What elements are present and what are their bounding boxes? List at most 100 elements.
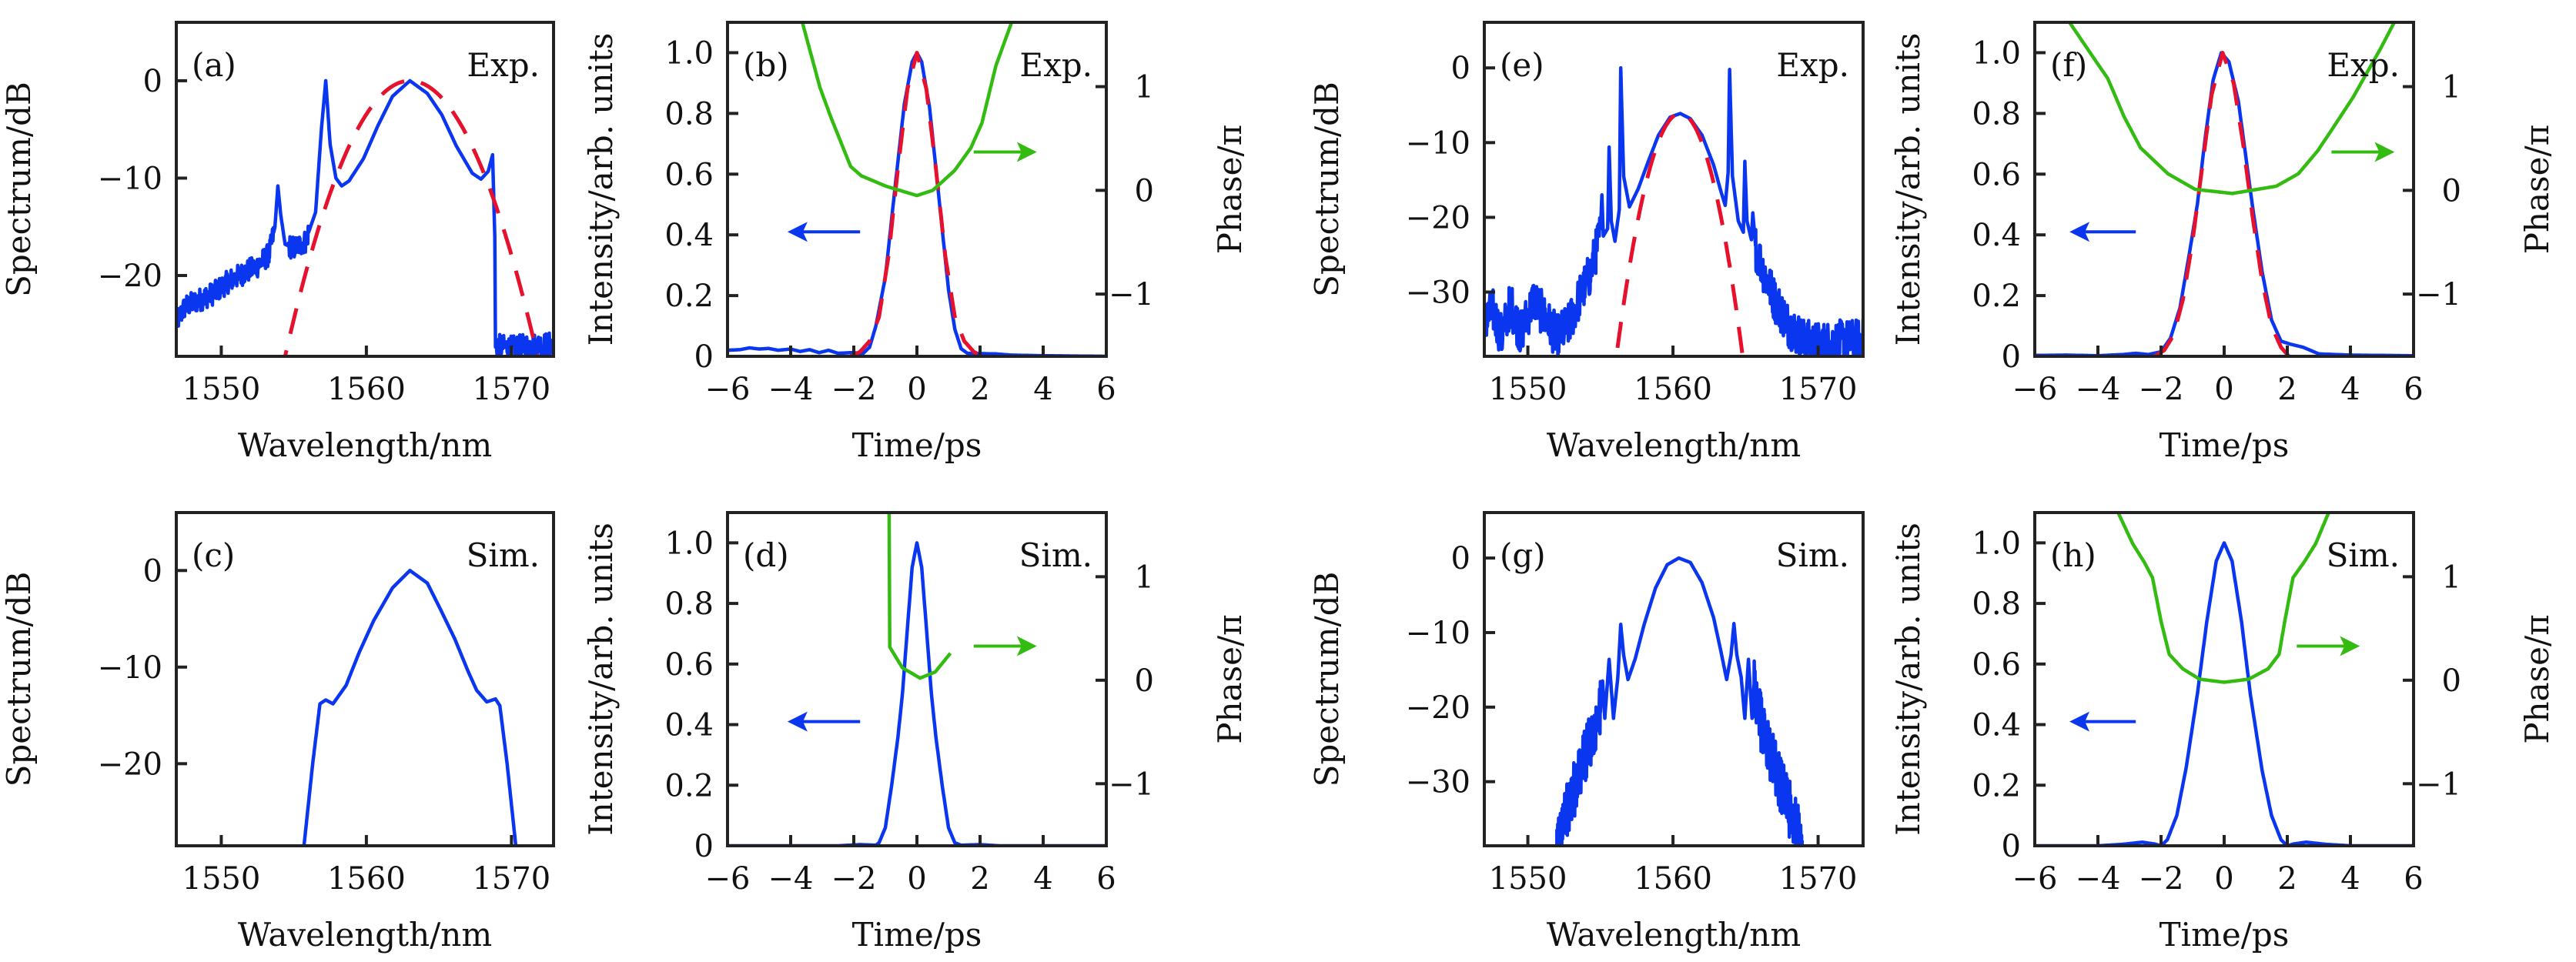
y-right-tick-label: 0 (1135, 173, 1154, 209)
y-tick-label: −20 (98, 747, 162, 782)
phase-curve (887, 513, 952, 680)
plot-area (728, 513, 1106, 846)
y-tick-label: 0.6 (1972, 157, 2021, 192)
phase-curve (801, 22, 1014, 198)
x-tick-label: −2 (831, 861, 877, 897)
x-tick-label: 4 (1033, 372, 1052, 407)
phase-curve (2068, 22, 2397, 195)
y-tick-label: −10 (1406, 125, 1470, 161)
data-source-label: Exp. (1776, 46, 1849, 84)
panel-g: 1550 1560 1570 0 −10 −20 −30 Wavelength/nm Spect… (1308, 511, 1865, 954)
x-tick-label: 2 (2277, 372, 2297, 407)
spectrum-curve (176, 78, 554, 356)
y-tick-label: −20 (98, 259, 162, 294)
fit-curve (2153, 51, 2291, 356)
left-axis-arrow (787, 222, 861, 242)
x-tick-label: 2 (970, 861, 989, 897)
right-axis-arrow (2297, 636, 2360, 656)
x-axis-title: Time/ps (852, 426, 982, 464)
y-tick-label: −10 (98, 161, 162, 196)
x-tick-label: −2 (2139, 372, 2184, 407)
x-tick-label: 1550 (182, 861, 261, 897)
x-tick-label: −4 (768, 861, 814, 897)
arrow-head (2340, 636, 2360, 656)
y-right-tick-label: −1 (1109, 767, 1154, 802)
x-tick-label: 6 (2404, 372, 2423, 407)
panel-a: 1550 1560 1570 0 −10 −20 Wavelength/nm Spectrum… (0, 21, 555, 464)
intensity-curve (2035, 51, 2414, 356)
x-tick-label: −4 (2076, 372, 2121, 407)
panel-d: −6 −4 −2 0 2 4 6 0 0.2 0.4 0.6 0.8 1.0 1 0 −1 Phase/π Tim… (582, 511, 1249, 954)
panel-tag: (e) (1500, 46, 1544, 84)
x-tick-label: −6 (705, 861, 751, 897)
y-tick-label: 0 (143, 553, 162, 589)
y-axis-title: Spectrum/dB (0, 82, 38, 297)
x-axis-title: Wavelength/nm (238, 916, 492, 954)
panel-tag: (h) (2050, 536, 2096, 574)
panel-tag: (c) (192, 536, 235, 574)
y-tick-label: 0.2 (1972, 768, 2021, 803)
y-tick-label: −30 (1406, 765, 1470, 800)
x-tick-label: 0 (907, 372, 926, 407)
x-tick-label: 1560 (1634, 861, 1712, 897)
x-tick-label: 1570 (472, 861, 550, 897)
y-right-tick-label: −1 (2416, 767, 2461, 802)
y-axis-title: Spectrum/dB (1308, 82, 1346, 297)
plot-area (1555, 556, 1805, 846)
x-tick-label: 1560 (1634, 372, 1712, 407)
y-tick-label: 0.8 (664, 96, 714, 132)
y-tick-label: −30 (1406, 276, 1470, 311)
y-axis-title: Intensity/arb. units (582, 33, 620, 346)
y-tick-label: 0 (694, 339, 714, 375)
x-axis-title: Time/ps (2159, 916, 2290, 954)
x-tick-label: 1550 (182, 372, 261, 407)
y-right-axis-title: Phase/π (1211, 125, 1249, 255)
x-axis-title: Wavelength/nm (1547, 916, 1801, 954)
x-tick-label: −2 (2139, 861, 2184, 897)
x-tick-label: 1550 (1489, 372, 1567, 407)
x-tick-label: 4 (2340, 861, 2360, 897)
y-tick-label: 0 (2002, 339, 2021, 375)
panel-h: −6 −4 −2 0 2 4 6 0 0.2 0.4 0.6 0.8 1.0 1 0 −1 Phase/π Tim… (1889, 511, 2556, 954)
x-tick-label: 2 (2277, 861, 2297, 897)
arrow-head (2069, 711, 2090, 732)
spectrum-curve (1484, 65, 1863, 356)
x-tick-label: −6 (705, 372, 751, 407)
data-source-label: Exp. (1019, 46, 1092, 84)
y-tick-label: 0.6 (1972, 647, 2021, 683)
data-source-label: Sim. (1019, 536, 1092, 574)
arrow-head (2374, 142, 2395, 162)
data-source-label: Sim. (1776, 536, 1849, 574)
x-tick-label: −4 (2076, 861, 2121, 897)
right-axis-arrow (973, 142, 1037, 162)
y-right-tick-label: 1 (1135, 559, 1154, 595)
x-axis-title: Wavelength/nm (1547, 426, 1801, 464)
panel-b: −6 −4 −2 0 2 4 6 0 0.2 0.4 0.6 0.8 1.0 1 0 −1 Phase/π Tim… (582, 21, 1249, 464)
x-tick-label: 1570 (1779, 861, 1858, 897)
spectrum-curve (1555, 556, 1805, 846)
left-axis-arrow (2069, 711, 2136, 732)
y-right-tick-label: 0 (2442, 173, 2461, 209)
y-tick-label: 0.8 (1972, 586, 2021, 622)
y-axis-title: Spectrum/dB (1308, 572, 1346, 787)
panel-tag: (a) (192, 46, 236, 84)
y-tick-label: −20 (1406, 690, 1470, 726)
right-axis-arrow (973, 636, 1037, 656)
panel-tag: (d) (743, 536, 789, 574)
y-tick-label: 0.4 (664, 218, 714, 253)
panel-tag: (f) (2050, 46, 2087, 84)
intensity-curve (728, 541, 1106, 846)
arrow-head (2069, 222, 2090, 242)
y-right-tick-label: 1 (1135, 70, 1154, 105)
x-tick-label: 0 (907, 861, 926, 897)
x-axis-title: Time/ps (2159, 426, 2290, 464)
data-source-label: Exp. (2327, 46, 2400, 84)
left-axis-arrow (2069, 222, 2136, 242)
plot-area (176, 78, 554, 356)
x-tick-label: 6 (1096, 861, 1116, 897)
plot-area (302, 569, 518, 846)
arrow-head (1016, 636, 1037, 656)
y-tick-label: 0 (1451, 541, 1470, 576)
y-axis-title: Intensity/arb. units (582, 523, 620, 836)
